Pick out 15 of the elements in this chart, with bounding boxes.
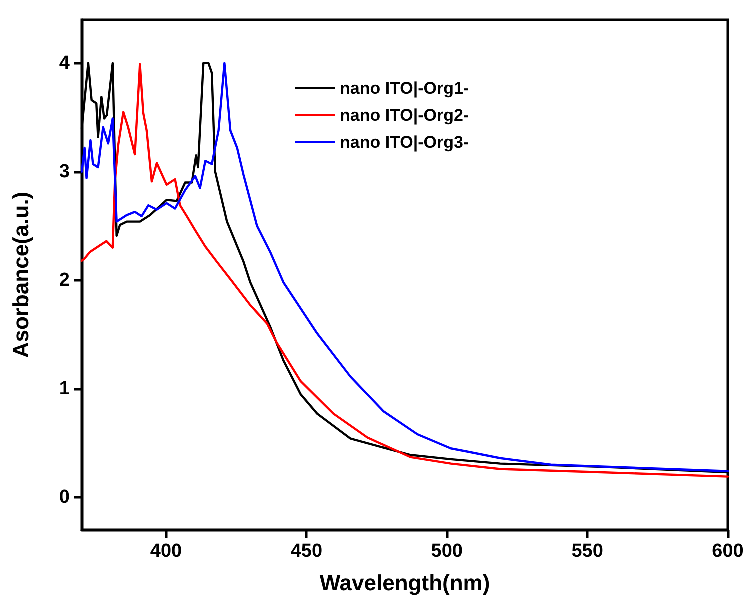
legend-label: nano ITO|-Org3- — [340, 133, 470, 152]
x-tick-label: 600 — [712, 541, 744, 562]
x-axis-title: Wavelength(nm) — [320, 570, 490, 596]
y-axis-title: Asorbance(a.u.) — [8, 192, 34, 358]
x-tick-label: 400 — [150, 541, 182, 562]
x-tick-label: 550 — [572, 541, 604, 562]
y-tick-label: 0 — [59, 486, 70, 508]
y-tick-label: 1 — [59, 378, 70, 400]
y-tick-label: 2 — [59, 270, 70, 291]
legend-label: nano ITO|-Org2- — [340, 106, 470, 125]
legend-label: nano ITO|-Org1- — [340, 79, 470, 98]
y-tick-label: 3 — [59, 161, 70, 182]
x-tick-label: 450 — [290, 541, 323, 562]
x-tick-label: 500 — [431, 541, 463, 562]
y-tick-label: 4 — [59, 52, 70, 74]
